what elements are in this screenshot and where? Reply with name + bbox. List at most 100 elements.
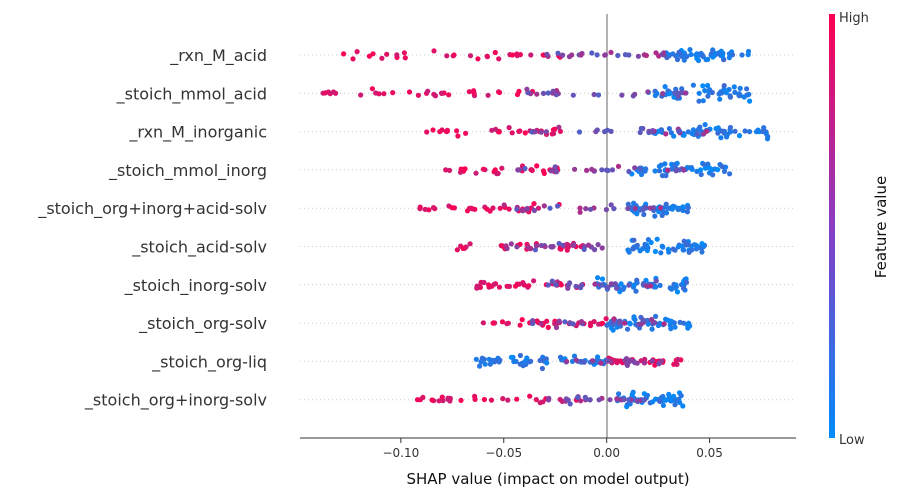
shap-point (719, 128, 725, 134)
shap-point (547, 205, 553, 211)
shap-point (652, 362, 658, 368)
shap-point (422, 206, 428, 212)
shap-point (549, 131, 555, 137)
shap-point (742, 128, 748, 134)
shap-point (524, 205, 530, 212)
shap-point (745, 48, 752, 55)
shap-point (726, 51, 733, 57)
shap-point (746, 91, 752, 97)
shap-point (604, 322, 610, 328)
shap-point (499, 165, 505, 171)
shap-point (678, 393, 684, 399)
shap-point (682, 52, 688, 58)
shap-point (668, 318, 674, 324)
shap-point (689, 166, 695, 172)
shap-point (650, 205, 656, 211)
shap-point (560, 52, 566, 58)
shap-point (556, 124, 562, 130)
shap-point (690, 127, 697, 133)
shap-point (699, 241, 705, 247)
shap-point (535, 205, 542, 211)
shap-point (632, 205, 638, 211)
shap-point (706, 165, 713, 171)
shap-point (731, 84, 737, 90)
shap-point (545, 324, 551, 330)
shap-point (567, 401, 573, 407)
shap-point (607, 397, 613, 403)
x-tick-label: 0.05 (696, 446, 723, 460)
shap-point (644, 317, 650, 323)
shap-point (763, 131, 769, 137)
shap-point (652, 168, 658, 174)
shap-point (657, 282, 663, 288)
shap-point (545, 90, 551, 96)
shap-point (499, 319, 506, 325)
shap-point (538, 320, 544, 327)
shap-point (454, 128, 460, 134)
shap-point (589, 166, 595, 172)
shap-point (638, 171, 645, 178)
shap-point (609, 167, 616, 173)
shap-point (717, 96, 723, 102)
shap-point (629, 391, 635, 398)
shap-point (631, 314, 637, 320)
shap-point (520, 280, 526, 286)
shap-point (608, 202, 614, 208)
shap-point (553, 282, 559, 288)
shap-point (437, 129, 443, 135)
shap-point (614, 396, 620, 402)
shap-point (595, 242, 601, 248)
shap-point (490, 320, 496, 326)
shap-point (653, 278, 659, 284)
shap-point (625, 205, 631, 212)
shap-point (491, 281, 497, 287)
shap-point (652, 248, 659, 255)
shap-point (701, 161, 707, 167)
shap-point (508, 241, 514, 247)
shap-point (753, 129, 760, 135)
shap-point (658, 250, 664, 256)
shap-point (415, 92, 421, 98)
shap-point (699, 249, 705, 255)
shap-point (619, 92, 625, 98)
shap-point (599, 276, 606, 282)
shap-point (485, 92, 491, 98)
shap-point (599, 167, 605, 173)
shap-point (644, 247, 651, 254)
shap-point (680, 403, 686, 409)
shap-point (603, 207, 610, 213)
feature-label: _stoich_org-solv (138, 314, 267, 334)
shap-point (661, 321, 667, 327)
shap-point (657, 205, 664, 211)
shap-point (621, 320, 628, 326)
shap-point (544, 318, 550, 324)
shap-point (445, 396, 451, 402)
shap-point (596, 321, 602, 327)
shap-point (747, 98, 753, 104)
feature-label: _stoich_acid-solv (131, 238, 267, 258)
shap-point (446, 92, 452, 98)
shap-point (514, 244, 520, 250)
shap-point (599, 320, 606, 326)
shap-point (524, 86, 530, 92)
shap-point (630, 246, 636, 252)
shap-point (578, 398, 584, 404)
shap-point (698, 171, 704, 178)
shap-point (473, 356, 479, 362)
shap-point (589, 358, 596, 364)
shap-point (701, 131, 707, 137)
shap-point (587, 206, 594, 212)
shap-point (603, 167, 610, 173)
shap-point (625, 326, 631, 332)
shap-point (509, 52, 515, 58)
shap-point (439, 394, 445, 400)
shap-point (532, 129, 538, 135)
shap-point (641, 211, 647, 218)
shap-point (444, 53, 450, 59)
shap-point (594, 52, 600, 58)
shap-point (446, 167, 453, 173)
shap-point (624, 404, 630, 410)
shap-point (462, 166, 468, 172)
shap-point (679, 86, 685, 92)
shap-point (627, 321, 633, 327)
